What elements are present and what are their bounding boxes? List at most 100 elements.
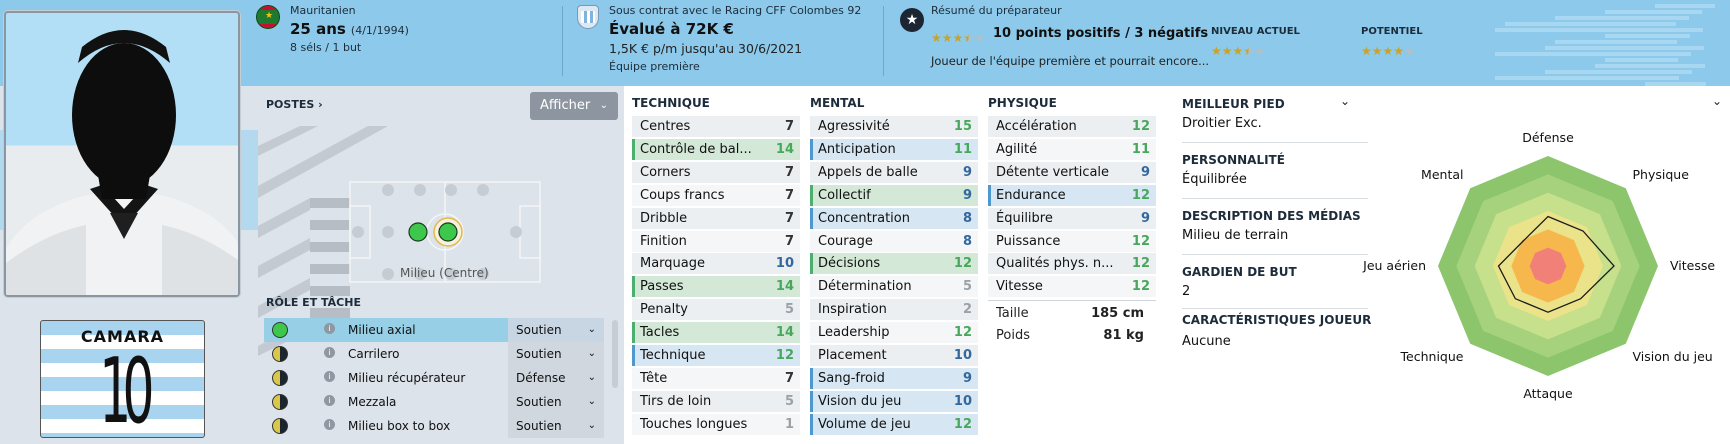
attribute-row[interactable]: Équilibre 9 (988, 207, 1156, 230)
age: 25 ans (290, 20, 346, 38)
attribute-name: Dribble (640, 210, 688, 226)
attribute-row[interactable]: Détermination 5 (810, 276, 978, 299)
attribute-row[interactable]: Vision du jeu 10 (810, 390, 978, 413)
attribute-row[interactable]: Qualités phys. n... 12 (988, 253, 1156, 276)
radar-value-shape (1497, 215, 1615, 313)
chevron-down-icon[interactable]: ⌄ (1340, 94, 1351, 108)
info-icon[interactable]: i (324, 371, 335, 382)
shirt-name: CAMARA (80, 327, 165, 346)
attribute-row[interactable]: Puissance 12 (988, 230, 1156, 253)
attribute-name: Agressivité (818, 119, 890, 134)
attribute-row[interactable]: Centres 7 (632, 116, 800, 138)
duty-select[interactable]: Soutien ⌄ (508, 342, 604, 366)
attribute-name: Collectif (818, 187, 871, 203)
star-icon: ★ (963, 31, 975, 45)
attribute-value: 9 (962, 164, 972, 180)
attribute-value: 9 (1140, 210, 1150, 226)
divider (988, 300, 1156, 301)
star-icon: ★ (952, 31, 964, 45)
attribute-row[interactable]: Agressivité 15 (810, 116, 978, 138)
attribute-name: Tacles (640, 325, 680, 341)
attribute-row[interactable]: Touches longues 1 (632, 413, 800, 436)
attribute-row[interactable]: Concentration 8 (810, 207, 978, 230)
attribute-value: 5 (962, 279, 972, 295)
info-icon[interactable]: i (324, 323, 335, 334)
star-icon: ★ (1232, 44, 1244, 58)
attribute-row[interactable]: Tête 7 (632, 367, 800, 390)
duty-select[interactable]: Défense ⌄ (508, 366, 604, 390)
goalkeeper-label: GARDIEN DE BUT (1182, 265, 1297, 279)
attribute-row[interactable]: Leadership 12 (810, 322, 978, 345)
attribute-name: Penalty (640, 302, 688, 318)
attribute-row[interactable]: Appels de balle 9 (810, 161, 978, 184)
info-icon[interactable]: i (324, 347, 335, 358)
role-row[interactable]: i Milieu axial Soutien ⌄ (264, 318, 604, 342)
attribute-row[interactable]: Contrôle de bal... 14 (632, 138, 800, 161)
birthdate: (4/1/1994) (350, 24, 409, 37)
chevron-down-icon[interactable]: ⌄ (1712, 94, 1723, 108)
attribute-value: 12 (953, 416, 972, 432)
attribute-row[interactable]: Vitesse 12 (988, 276, 1156, 299)
attribute-row[interactable]: Passes 14 (632, 276, 800, 299)
personality-label: PERSONNALITÉ (1182, 153, 1285, 167)
attribute-row[interactable]: Dribble 7 (632, 207, 800, 230)
attribute-row[interactable]: Anticipation 11 (810, 138, 978, 161)
attribute-row[interactable]: Agilité 11 (988, 138, 1156, 161)
attribute-row[interactable]: Tacles 14 (632, 322, 800, 345)
potential-ability-label: POTENTIEL (1361, 26, 1423, 37)
attribute-name: Marquage (640, 256, 706, 272)
role-row[interactable]: i Carrilero Soutien ⌄ (264, 342, 604, 366)
scout-summary[interactable]: 10 points positifs / 3 négatifs (993, 26, 1209, 41)
role-row[interactable]: i Milieu box to box Soutien ⌄ (264, 414, 604, 438)
radar-label: Défense (1522, 130, 1574, 145)
attribute-name: Anticipation (818, 141, 896, 157)
info-icon[interactable]: i (324, 395, 335, 406)
player-traits: Aucune (1182, 334, 1231, 349)
attribute-value: 7 (784, 164, 794, 180)
attribute-value: 5 (784, 393, 794, 409)
info-icon[interactable]: i (324, 419, 335, 430)
duty-select[interactable]: Soutien ⌄ (508, 390, 604, 414)
attribute-value: 9 (962, 187, 972, 203)
attribute-name: Leadership (818, 325, 890, 341)
attribute-row[interactable]: Technique 12 (632, 345, 800, 367)
attribute-row[interactable]: Courage 8 (810, 230, 978, 253)
attribute-row[interactable]: Coups francs 7 (632, 184, 800, 207)
chevron-down-icon: ⌄ (587, 372, 596, 383)
attribute-row[interactable]: Décisions 12 (810, 253, 978, 276)
display-dropdown[interactable]: Afficher ⌄ (530, 92, 618, 120)
roles-scrollbar[interactable] (612, 320, 618, 388)
attribute-row[interactable]: Détente verticale 9 (988, 161, 1156, 184)
weight-label: Poids (996, 328, 1030, 343)
role-row[interactable]: i Mezzala Soutien ⌄ (264, 390, 604, 414)
attribute-row[interactable]: Tirs de loin 5 (632, 390, 800, 413)
attribute-row[interactable]: Placement 10 (810, 345, 978, 367)
positions-title[interactable]: POSTES › (266, 98, 323, 111)
attribute-row[interactable]: Marquage 10 (632, 253, 800, 276)
attribute-row[interactable]: Volume de jeu 12 (810, 413, 978, 436)
attribute-name: Puissance (996, 233, 1061, 249)
attribute-row[interactable]: Finition 7 (632, 230, 800, 253)
star-icon: ★ (1211, 44, 1222, 58)
nationality: Mauritanien (290, 4, 356, 17)
radar-ring (1529, 247, 1567, 285)
banner-decoration (1455, 0, 1715, 86)
attribute-row[interactable]: Endurance 12 (988, 184, 1156, 207)
attribute-row[interactable]: Penalty 5 (632, 299, 800, 322)
role-row[interactable]: i Milieu récupérateur Défense ⌄ (264, 366, 604, 390)
squad-status: Équipe première (609, 60, 700, 73)
scout-title: Résumé du préparateur (931, 4, 1062, 17)
attribute-row[interactable]: Corners 7 (632, 161, 800, 184)
attribute-row[interactable]: Collectif 9 (810, 184, 978, 207)
duty-value: Soutien (516, 347, 562, 361)
attribute-row[interactable]: Sang-froid 9 (810, 367, 978, 390)
radar-label: Attaque (1523, 386, 1573, 401)
duty-select[interactable]: Soutien ⌄ (508, 414, 604, 438)
attribute-row[interactable]: Inspiration 2 (810, 299, 978, 322)
attribute-name: Sang-froid (818, 370, 885, 386)
duty-select[interactable]: Soutien ⌄ (508, 318, 604, 342)
height-value: 185 cm (1091, 306, 1144, 321)
star-icon: ★ (1361, 44, 1372, 58)
attribute-row[interactable]: Accélération 12 (988, 116, 1156, 138)
attribute-name: Décisions (818, 256, 881, 272)
